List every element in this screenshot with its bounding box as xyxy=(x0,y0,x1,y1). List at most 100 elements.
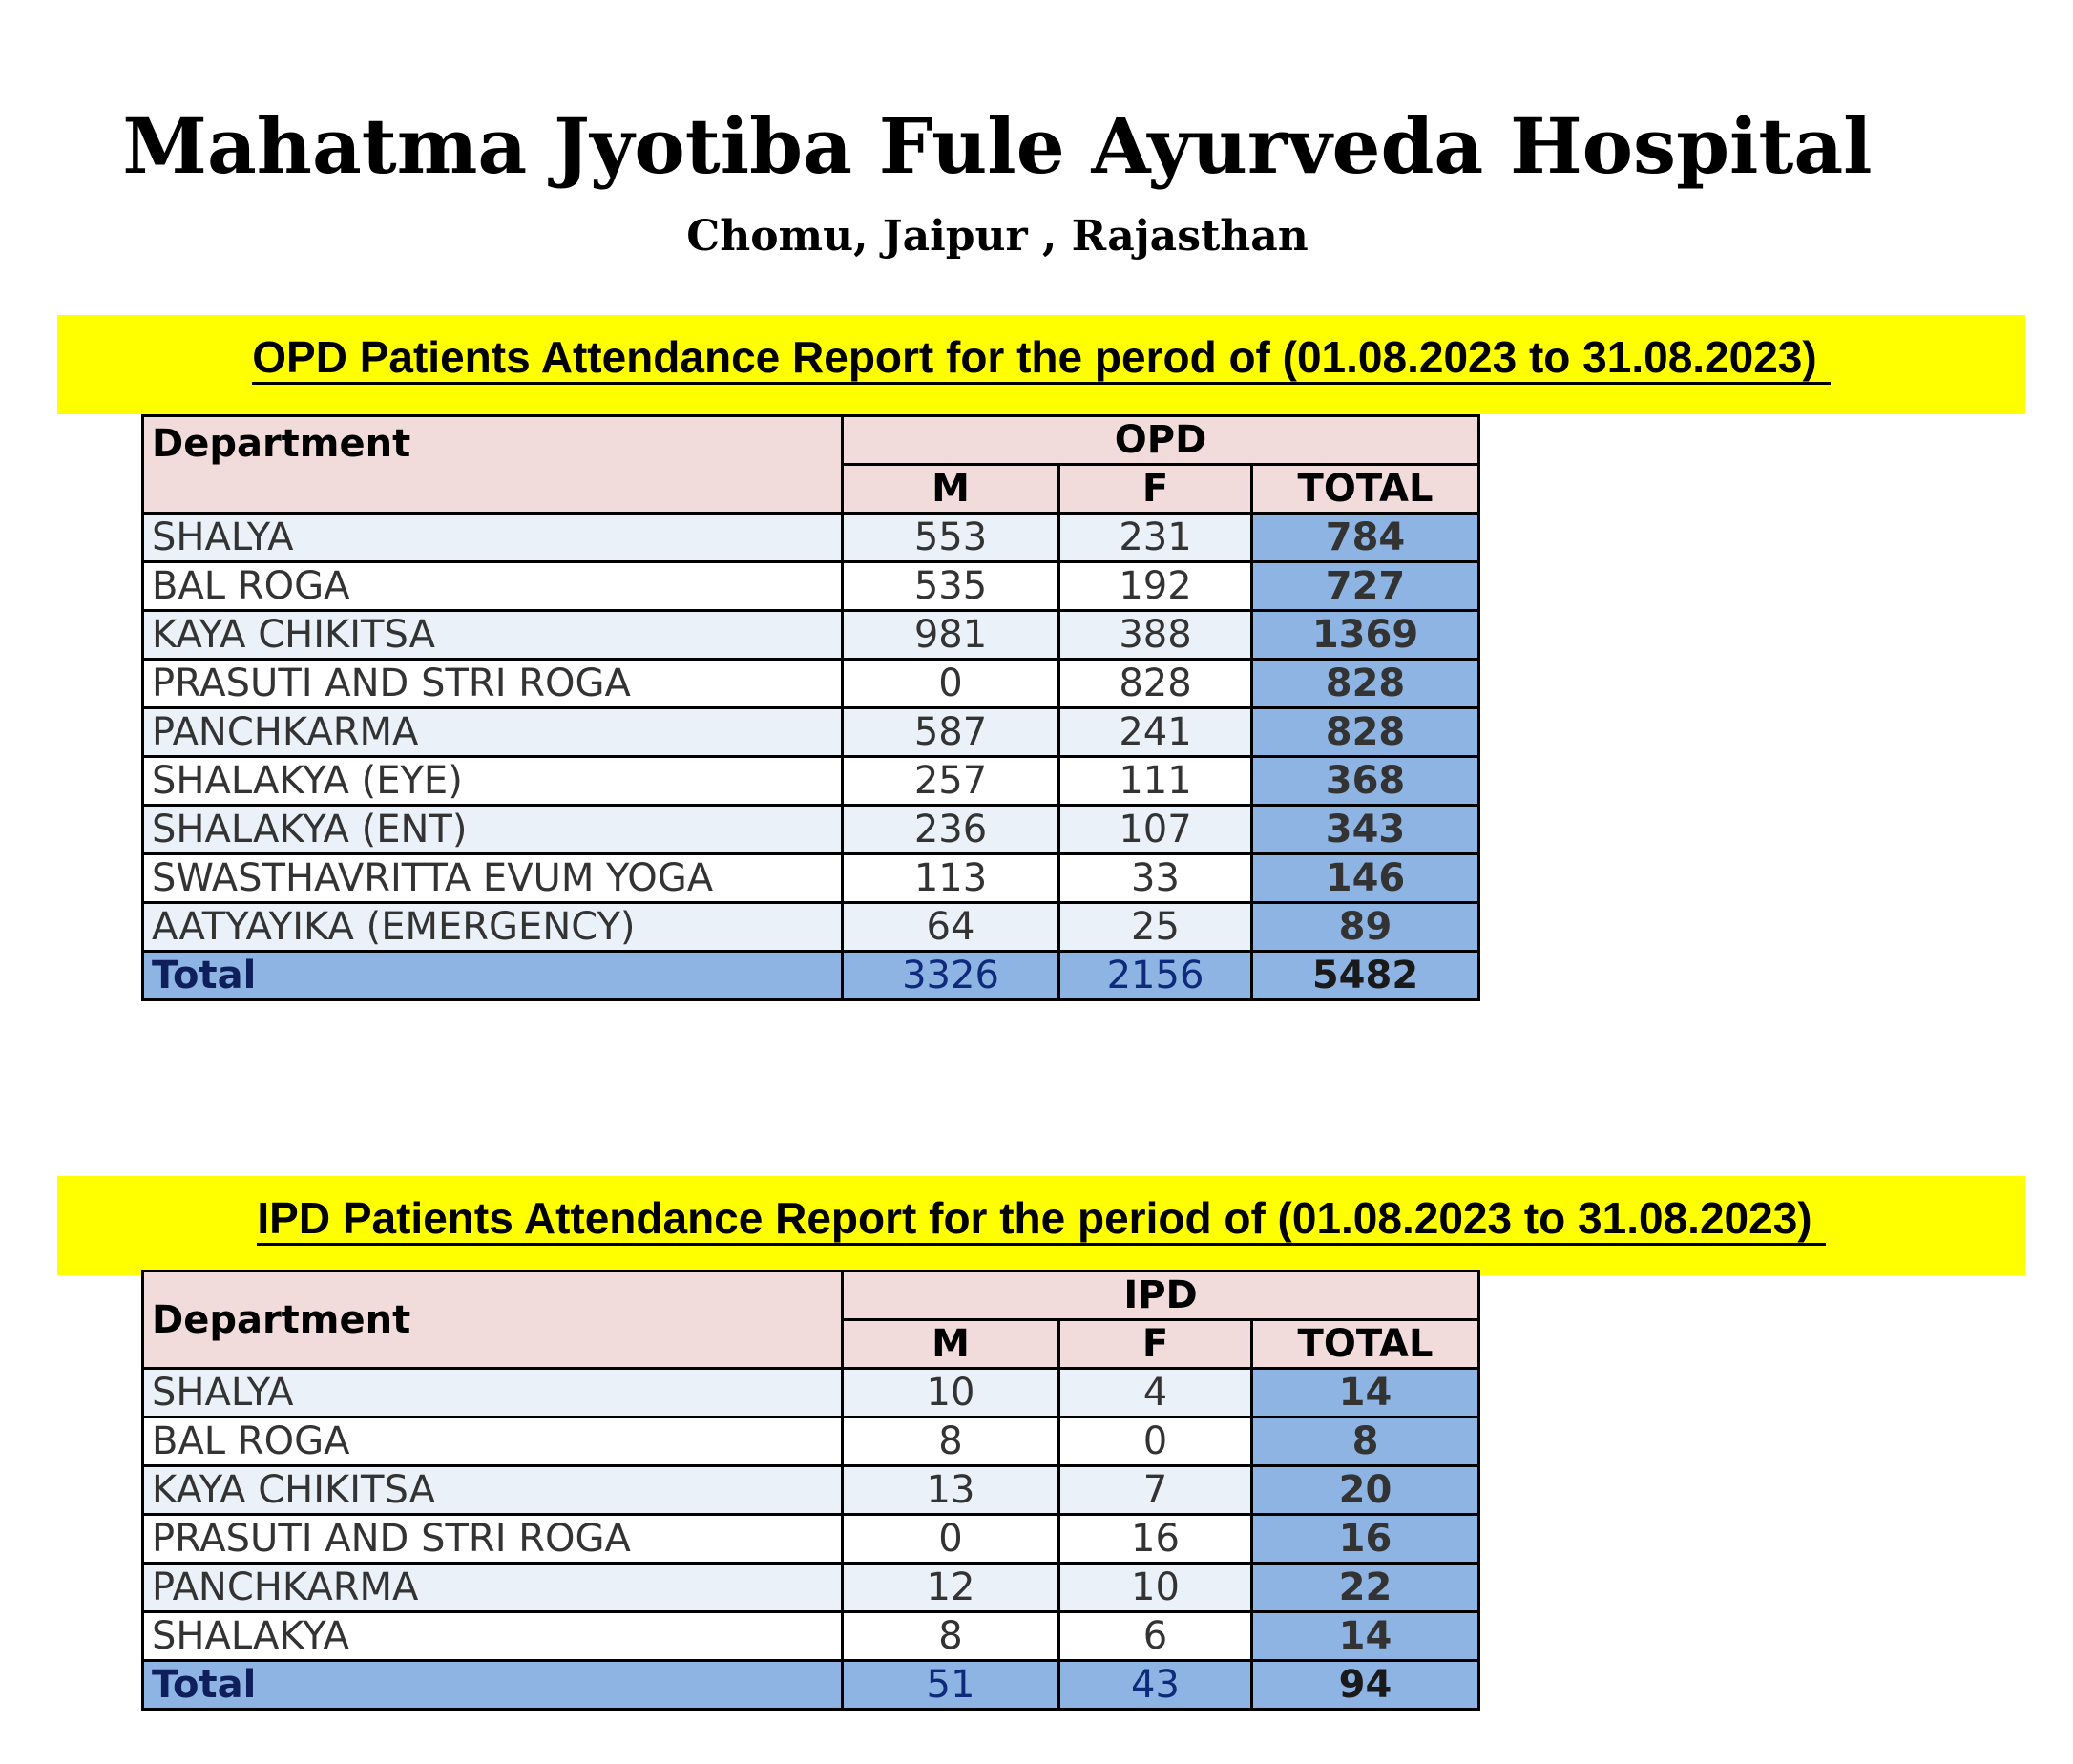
male-count-cell: 113 xyxy=(841,852,1060,904)
male-count-cell: 981 xyxy=(841,609,1060,661)
row-total-cell: 14 xyxy=(1249,1367,1481,1418)
male-count-cell: 0 xyxy=(841,1513,1060,1564)
department-cell: PANCHKARMA xyxy=(141,706,844,758)
ipd-attendance-table: Department IPD M F TOTAL SHALYA 10 4 14 … xyxy=(141,1270,1481,1711)
male-count-cell: 12 xyxy=(841,1562,1060,1613)
female-total-cell: 2156 xyxy=(1057,950,1253,1001)
opd-department-header: Department xyxy=(141,414,844,514)
table-row: SHALAKYA 8 6 14 xyxy=(141,1610,1481,1662)
table-row: AATYAYIKA (EMERGENCY) 64 25 89 xyxy=(141,901,1481,953)
male-total-cell: 51 xyxy=(841,1659,1060,1711)
department-cell: SHALAKYA (ENT) xyxy=(141,804,844,855)
grand-total-cell: 94 xyxy=(1249,1659,1481,1711)
female-count-cell: 33 xyxy=(1057,852,1253,904)
ipd-total-header: TOTAL xyxy=(1249,1318,1481,1370)
department-cell: PANCHKARMA xyxy=(141,1562,844,1613)
male-count-cell: 0 xyxy=(841,658,1060,709)
male-count-cell: 587 xyxy=(841,706,1060,758)
department-cell: SWASTHAVRITTA EVUM YOGA xyxy=(141,852,844,904)
department-cell: KAYA CHIKITSA xyxy=(141,1464,844,1516)
department-cell: KAYA CHIKITSA xyxy=(141,609,844,661)
row-total-cell: 14 xyxy=(1249,1610,1481,1662)
table-row: PANCHKARMA 587 241 828 xyxy=(141,706,1481,758)
totals-label: Total xyxy=(141,950,844,1001)
opd-total-header: TOTAL xyxy=(1249,463,1481,514)
table-row: SWASTHAVRITTA EVUM YOGA 113 33 146 xyxy=(141,852,1481,904)
ipd-report-heading: IPD Patients Attendance Report for the p… xyxy=(257,1193,1826,1246)
table-row: SHALAKYA (ENT) 236 107 343 xyxy=(141,804,1481,855)
table-row: KAYA CHIKITSA 13 7 20 xyxy=(141,1464,1481,1516)
ipd-female-header: F xyxy=(1057,1318,1253,1370)
female-count-cell: 241 xyxy=(1057,706,1253,758)
female-count-cell: 388 xyxy=(1057,609,1253,661)
male-count-cell: 8 xyxy=(841,1610,1060,1662)
table-row: PRASUTI AND STRI ROGA 0 16 16 xyxy=(141,1513,1481,1564)
ipd-male-header: M xyxy=(841,1318,1060,1370)
department-cell: PRASUTI AND STRI ROGA xyxy=(141,1513,844,1564)
row-total-cell: 828 xyxy=(1249,658,1481,709)
female-count-cell: 231 xyxy=(1057,512,1253,563)
row-total-cell: 368 xyxy=(1249,755,1481,807)
table-row: SHALYA 553 231 784 xyxy=(141,512,1481,563)
male-count-cell: 8 xyxy=(841,1416,1060,1467)
opd-female-header: F xyxy=(1057,463,1253,514)
table-row: SHALAKYA (EYE) 257 111 368 xyxy=(141,755,1481,807)
male-count-cell: 236 xyxy=(841,804,1060,855)
row-total-cell: 8 xyxy=(1249,1416,1481,1467)
totals-row: Total 3326 2156 5482 xyxy=(141,950,1481,1001)
totals-row: Total 51 43 94 xyxy=(141,1659,1481,1711)
row-total-cell: 727 xyxy=(1249,560,1481,612)
department-cell: BAL ROGA xyxy=(141,560,844,612)
female-count-cell: 828 xyxy=(1057,658,1253,709)
row-total-cell: 16 xyxy=(1249,1513,1481,1564)
female-count-cell: 7 xyxy=(1057,1464,1253,1516)
row-total-cell: 20 xyxy=(1249,1464,1481,1516)
male-total-cell: 3326 xyxy=(841,950,1060,1001)
female-count-cell: 111 xyxy=(1057,755,1253,807)
row-total-cell: 22 xyxy=(1249,1562,1481,1613)
department-cell: BAL ROGA xyxy=(141,1416,844,1467)
hospital-location: Chomu, Jaipur , Rajasthan xyxy=(686,212,1309,261)
row-total-cell: 828 xyxy=(1249,706,1481,758)
opd-report-heading: OPD Patients Attendance Report for the p… xyxy=(252,332,1831,385)
opd-report-banner: OPD Patients Attendance Report for the p… xyxy=(57,315,2025,414)
row-total-cell: 784 xyxy=(1249,512,1481,563)
department-cell: AATYAYIKA (EMERGENCY) xyxy=(141,901,844,953)
table-row: SHALYA 10 4 14 xyxy=(141,1367,1481,1418)
row-total-cell: 343 xyxy=(1249,804,1481,855)
male-count-cell: 64 xyxy=(841,901,1060,953)
ipd-group-header: IPD xyxy=(840,1270,1481,1321)
table-row: PANCHKARMA 12 10 22 xyxy=(141,1562,1481,1613)
ipd-department-header: Department xyxy=(141,1270,844,1370)
table-row: KAYA CHIKITSA 981 388 1369 xyxy=(141,609,1481,661)
ipd-report-banner: IPD Patients Attendance Report for the p… xyxy=(57,1176,2025,1275)
opd-male-header: M xyxy=(841,463,1060,514)
table-row: BAL ROGA 535 192 727 xyxy=(141,560,1481,612)
female-count-cell: 0 xyxy=(1057,1416,1253,1467)
female-count-cell: 16 xyxy=(1057,1513,1253,1564)
male-count-cell: 13 xyxy=(841,1464,1060,1516)
hospital-title: Mahatma Jyotiba Fule Ayurveda Hospital xyxy=(122,101,1873,191)
row-total-cell: 1369 xyxy=(1249,609,1481,661)
department-cell: SHALYA xyxy=(141,512,844,563)
female-count-cell: 192 xyxy=(1057,560,1253,612)
male-count-cell: 257 xyxy=(841,755,1060,807)
department-cell: SHALAKYA (EYE) xyxy=(141,755,844,807)
male-count-cell: 535 xyxy=(841,560,1060,612)
grand-total-cell: 5482 xyxy=(1249,950,1481,1001)
male-count-cell: 10 xyxy=(841,1367,1060,1418)
opd-group-header: OPD xyxy=(840,414,1481,466)
table-row: BAL ROGA 8 0 8 xyxy=(141,1416,1481,1467)
totals-label: Total xyxy=(141,1659,844,1711)
female-total-cell: 43 xyxy=(1057,1659,1253,1711)
female-count-cell: 25 xyxy=(1057,901,1253,953)
female-count-cell: 10 xyxy=(1057,1562,1253,1613)
department-cell: SHALAKYA xyxy=(141,1610,844,1662)
row-total-cell: 146 xyxy=(1249,852,1481,904)
opd-attendance-table: Department OPD M F TOTAL SHALYA 553 231 … xyxy=(141,414,1481,1001)
department-cell: SHALYA xyxy=(141,1367,844,1418)
row-total-cell: 89 xyxy=(1249,901,1481,953)
female-count-cell: 6 xyxy=(1057,1610,1253,1662)
female-count-cell: 4 xyxy=(1057,1367,1253,1418)
female-count-cell: 107 xyxy=(1057,804,1253,855)
